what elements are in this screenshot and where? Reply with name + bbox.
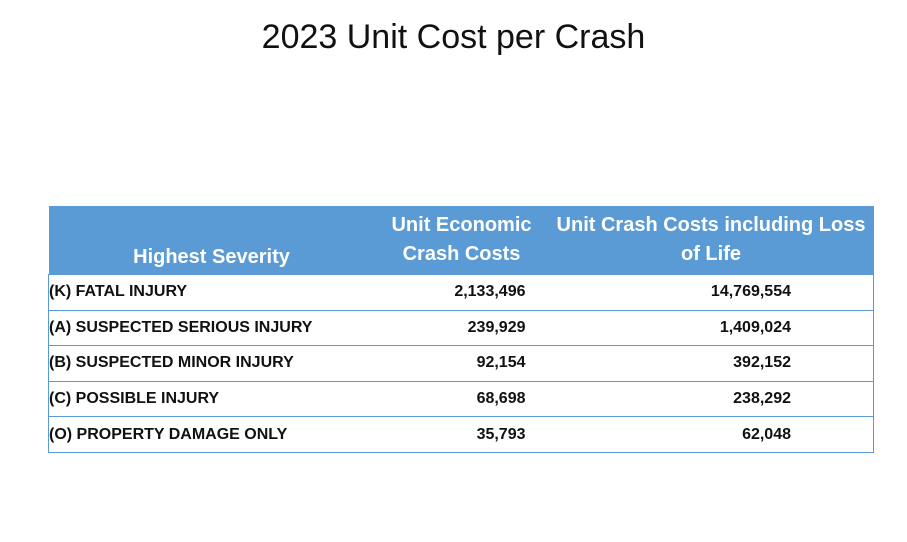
loss-of-life-cost-cell: 14,769,554 (538, 274, 874, 311)
severity-cell: (B) SUSPECTED MINOR INJURY (48, 345, 375, 382)
table-row: (C) POSSIBLE INJURY 68,698 238,292 (48, 380, 874, 417)
header-unit-crash-costs-loss-of-life-label: Unit Crash Costs including Loss of Life (556, 214, 866, 265)
severity-cell: (K) FATAL INJURY (48, 274, 375, 311)
header-unit-economic-crash-costs-label: Unit Economic Crash Costs (391, 214, 532, 265)
header-unit-crash-costs-loss-of-life: Unit Crash Costs including Loss of Life (538, 206, 874, 275)
header-highest-severity-label: Highest Severity (133, 246, 290, 268)
table-row: (A) SUSPECTED SERIOUS INJURY 239,929 1,4… (48, 309, 874, 346)
economic-cost-cell: 2,133,496 (374, 274, 539, 311)
severity-cell: (C) POSSIBLE INJURY (48, 380, 375, 417)
economic-cost-cell: 92,154 (374, 345, 539, 382)
severity-cell: (A) SUSPECTED SERIOUS INJURY (48, 309, 375, 346)
table-row: (K) FATAL INJURY 2,133,496 14,769,554 (48, 274, 874, 311)
loss-of-life-cost-cell: 238,292 (538, 380, 874, 417)
loss-of-life-cost-cell: 1,409,024 (538, 309, 874, 346)
loss-of-life-cost-cell: 62,048 (538, 416, 874, 453)
unit-cost-table: Highest Severity Unit Economic Crash Cos… (48, 206, 874, 453)
economic-cost-cell: 35,793 (374, 416, 539, 453)
loss-of-life-cost-cell: 392,152 (538, 345, 874, 382)
economic-cost-cell: 239,929 (374, 309, 539, 346)
table-header-row: Highest Severity Unit Economic Crash Cos… (48, 206, 874, 275)
economic-cost-cell: 68,698 (374, 380, 539, 417)
table-row: (O) PROPERTY DAMAGE ONLY 35,793 62,048 (48, 416, 874, 453)
header-highest-severity: Highest Severity (48, 206, 375, 275)
severity-cell: (O) PROPERTY DAMAGE ONLY (48, 416, 375, 453)
slide-title: 2023 Unit Cost per Crash (261, 18, 646, 56)
table-row: (B) SUSPECTED MINOR INJURY 92,154 392,15… (48, 345, 874, 382)
header-unit-economic-crash-costs: Unit Economic Crash Costs (374, 206, 539, 275)
